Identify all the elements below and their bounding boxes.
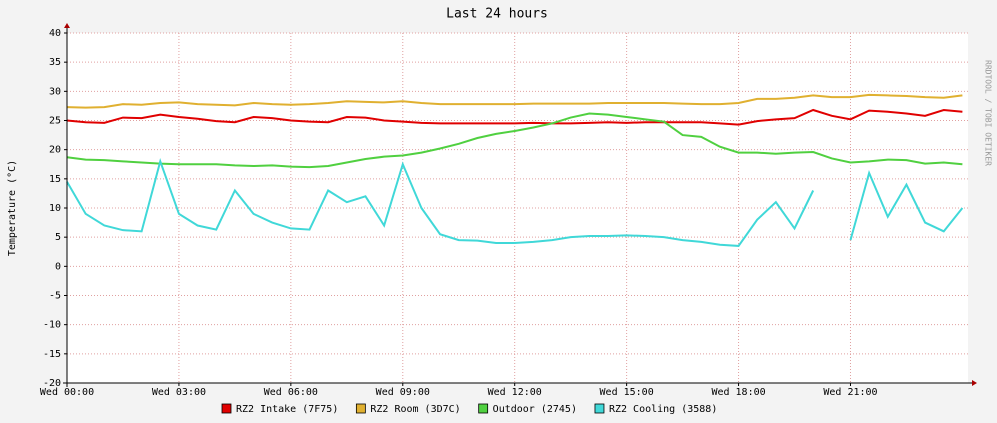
y-tick-label: -10 xyxy=(43,320,61,331)
x-tick-label: Wed 12:00 xyxy=(488,387,542,398)
y-tick-label: -15 xyxy=(43,349,61,360)
plot xyxy=(66,93,964,247)
x-tick-label: Wed 15:00 xyxy=(600,387,654,398)
x-arrow xyxy=(972,380,977,386)
legend-label: Outdoor (2745) xyxy=(493,404,577,415)
x-tick-label: Wed 03:00 xyxy=(152,387,206,398)
y-tick-label: -20 xyxy=(43,378,61,389)
series-line xyxy=(849,169,964,241)
legend-swatch xyxy=(594,403,605,414)
series-line xyxy=(66,157,815,247)
x-tick-label: Wed 00:00 xyxy=(40,387,94,398)
legend-swatch xyxy=(221,403,232,414)
y-tick-label: 35 xyxy=(49,57,61,68)
y-tick-label: -5 xyxy=(49,291,61,302)
y-tick-label: 25 xyxy=(49,116,61,127)
y-tick-label: 15 xyxy=(49,174,61,185)
chart-title: Last 24 hours xyxy=(446,7,548,22)
y-tick-label: 10 xyxy=(49,203,61,214)
y-axis-label: Temperature (°C) xyxy=(7,160,18,256)
legend-label: RZ2 Room (3D7C) xyxy=(370,404,460,415)
y-tick-label: 40 xyxy=(49,28,61,39)
legend-label: RZ2 Cooling (3588) xyxy=(609,404,717,415)
y-tick-label: 30 xyxy=(49,86,61,97)
legend-swatch xyxy=(478,403,489,414)
y-tick-label: 0 xyxy=(55,261,61,272)
x-tick-label: Wed 18:00 xyxy=(711,387,765,398)
y-tick-label: 5 xyxy=(55,232,61,243)
watermark: RRDTOOL / TOBI OETIKER xyxy=(984,60,993,166)
x-tick-label: Wed 06:00 xyxy=(264,387,318,398)
grid xyxy=(64,32,968,386)
legend: RZ2 Intake (7F75) RZ2 Room (3D7C) Outdoor … xyxy=(221,403,717,415)
series-line xyxy=(66,108,963,126)
x-tick-label: Wed 21:00 xyxy=(823,387,877,398)
legend-swatch xyxy=(355,403,366,414)
series-line xyxy=(66,93,963,109)
x-tick-label: Wed 09:00 xyxy=(376,387,430,398)
y-arrow xyxy=(64,23,70,28)
legend-label: RZ2 Intake (7F75) xyxy=(236,404,338,415)
y-tick-label: 20 xyxy=(49,145,61,156)
series-line xyxy=(66,112,963,169)
